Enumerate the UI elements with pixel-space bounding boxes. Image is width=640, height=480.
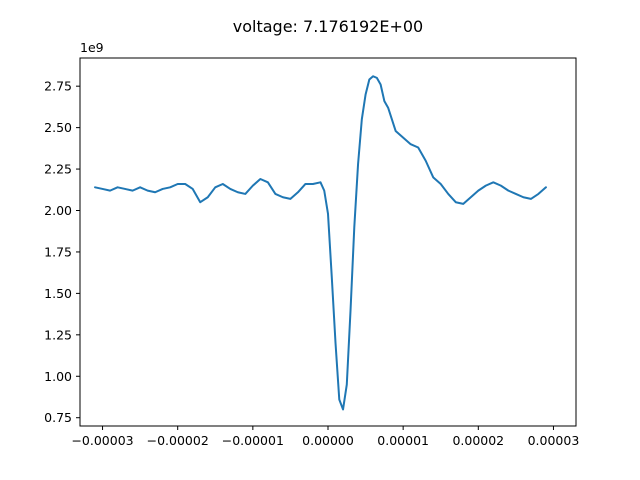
y-tick-label: 2.00 xyxy=(44,203,72,218)
x-axis-ticks: −0.00003 −0.00002 −0.00001 0.00000 0.00001 0.… xyxy=(71,426,579,448)
y-axis-ticks: 0.75 1.00 1.25 1.50 1.75 2.00 2.25 2.50 2.75 xyxy=(44,79,80,425)
x-tick-label: −0.00002 xyxy=(147,433,209,448)
y-tick-label: 1.00 xyxy=(44,369,72,384)
series-layer xyxy=(94,75,547,411)
y-tick-label: 0.75 xyxy=(44,410,72,425)
x-tick-label: 0.00001 xyxy=(377,433,429,448)
x-tick-label: −0.00001 xyxy=(222,433,284,448)
y-tick-label: 1.25 xyxy=(44,327,72,342)
y-tick-label: 1.50 xyxy=(44,286,72,301)
y-tick-label: 2.50 xyxy=(44,120,72,135)
x-tick-label: 0.00000 xyxy=(302,433,354,448)
y-axis-offset-label: 1e9 xyxy=(80,40,104,55)
y-tick-label: 2.75 xyxy=(44,79,72,94)
series-line-0 xyxy=(94,75,547,411)
x-tick-label: 0.00002 xyxy=(452,433,504,448)
x-tick-label: −0.00003 xyxy=(71,433,133,448)
chart-title: voltage: 7.176192E+00 xyxy=(233,17,423,36)
axes-frame xyxy=(79,57,577,427)
y-tick-label: 1.75 xyxy=(44,244,72,259)
x-tick-label: 0.00003 xyxy=(528,433,580,448)
y-tick-label: 2.25 xyxy=(44,162,72,177)
